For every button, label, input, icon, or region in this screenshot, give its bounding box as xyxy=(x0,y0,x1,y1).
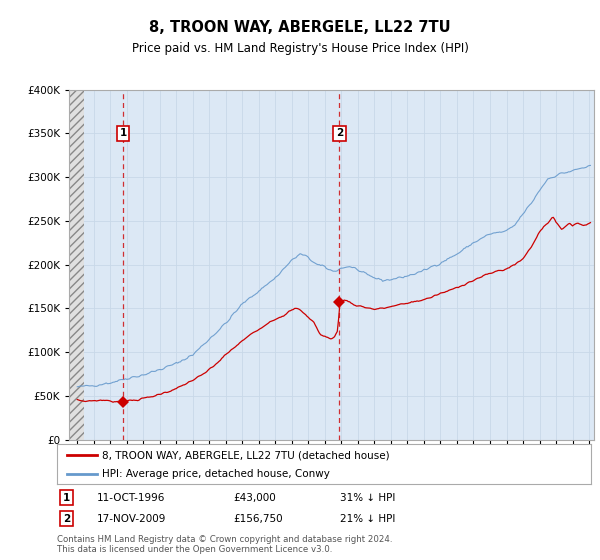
Text: 2: 2 xyxy=(336,128,343,138)
Text: 31% ↓ HPI: 31% ↓ HPI xyxy=(340,493,395,503)
Text: 2: 2 xyxy=(63,514,70,524)
Text: 11-OCT-1996: 11-OCT-1996 xyxy=(97,493,166,503)
Text: £43,000: £43,000 xyxy=(233,493,276,503)
Text: HPI: Average price, detached house, Conwy: HPI: Average price, detached house, Conw… xyxy=(103,469,330,479)
Text: 21% ↓ HPI: 21% ↓ HPI xyxy=(340,514,395,524)
Text: 1: 1 xyxy=(119,128,127,138)
Text: Contains HM Land Registry data © Crown copyright and database right 2024.
This d: Contains HM Land Registry data © Crown c… xyxy=(57,535,392,554)
Text: 17-NOV-2009: 17-NOV-2009 xyxy=(97,514,166,524)
Text: 8, TROON WAY, ABERGELE, LL22 7TU (detached house): 8, TROON WAY, ABERGELE, LL22 7TU (detach… xyxy=(103,450,390,460)
Text: 1: 1 xyxy=(63,493,70,503)
Text: £156,750: £156,750 xyxy=(233,514,283,524)
Bar xyxy=(69,90,84,440)
Text: Price paid vs. HM Land Registry's House Price Index (HPI): Price paid vs. HM Land Registry's House … xyxy=(131,42,469,55)
Text: 8, TROON WAY, ABERGELE, LL22 7TU: 8, TROON WAY, ABERGELE, LL22 7TU xyxy=(149,20,451,35)
